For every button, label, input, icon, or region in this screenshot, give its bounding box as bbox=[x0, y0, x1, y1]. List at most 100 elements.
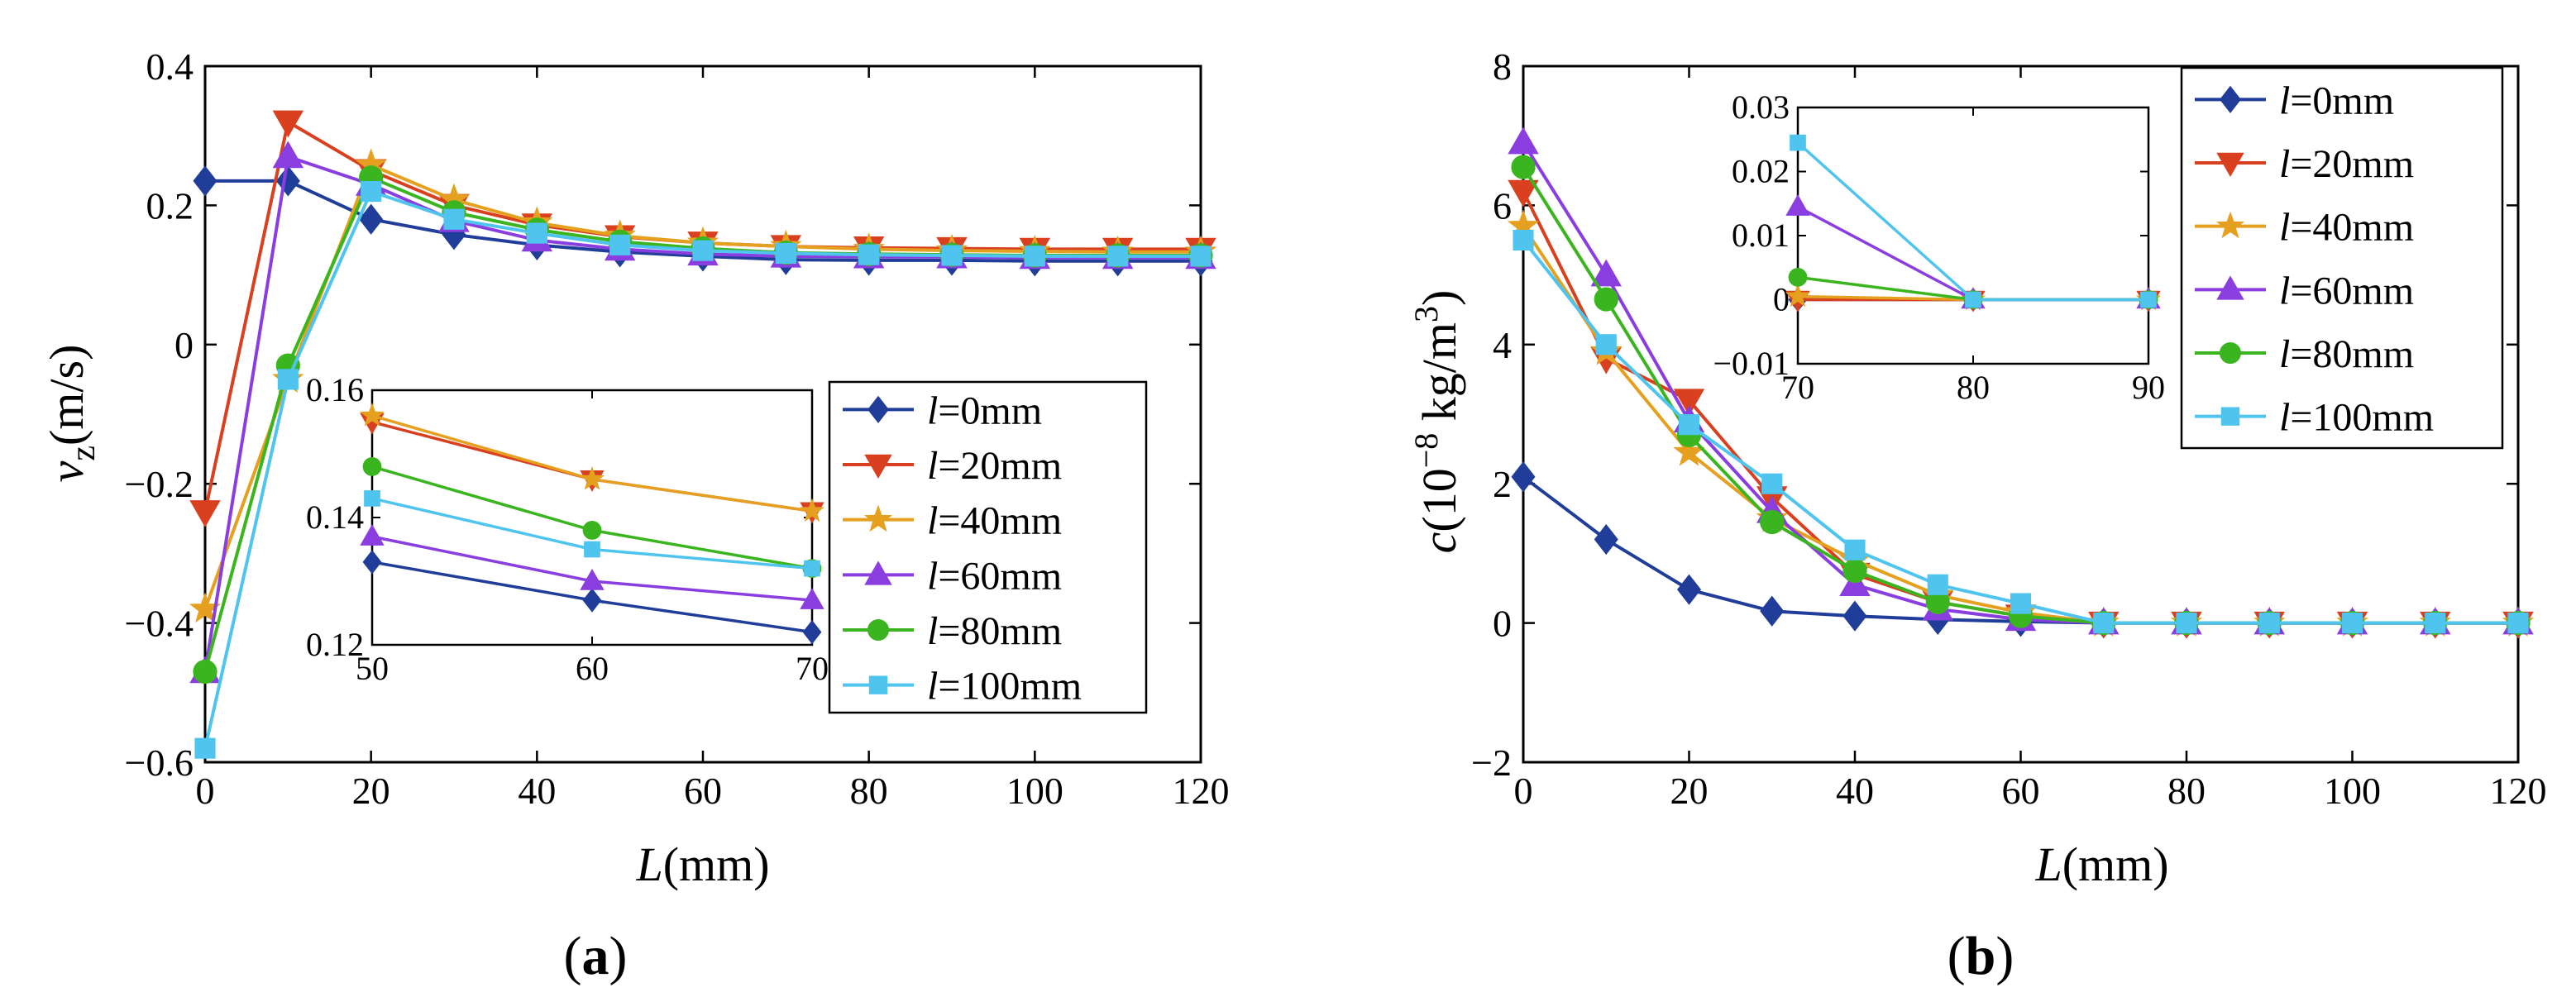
panel-a-y-tick-label: 0.2 bbox=[146, 184, 194, 227]
panel-a-x-tick-label: 20 bbox=[352, 770, 390, 812]
panel-a-inset-y-tick-label: 0.16 bbox=[306, 371, 364, 408]
panel-a-series-point-5 bbox=[1024, 246, 1045, 267]
panel-a-y-axis-label: vz(m/s) bbox=[40, 345, 103, 483]
panel-b-series-point-5 bbox=[1927, 574, 1948, 595]
panel-a-inset-series-point-0 bbox=[362, 550, 382, 575]
panel-b-series-point-5 bbox=[1595, 334, 1617, 355]
panel-a-legend-marker-3 bbox=[864, 561, 892, 585]
panel-b-legend-label-5: l=100mm bbox=[2279, 396, 2434, 440]
panel-a-inset-series-point-4 bbox=[362, 457, 382, 476]
panel-b-inset-plot-frame bbox=[1796, 106, 2150, 365]
panel-b-x-tick-label: 60 bbox=[2002, 770, 2040, 812]
panel-b-label: (b) bbox=[1948, 926, 2014, 986]
panel-b-series-point-4 bbox=[1842, 558, 1867, 584]
panel-a-legend-label-3: l=60mm bbox=[927, 554, 1062, 598]
panel-b-x-tick-label: 120 bbox=[2490, 770, 2547, 812]
panel-b-x-tick-label: 100 bbox=[2324, 770, 2381, 812]
panel-a-legend-box bbox=[828, 380, 1148, 714]
panel-b-series-point-5 bbox=[1678, 414, 1700, 436]
panel-a-series-point-0 bbox=[193, 165, 217, 197]
panel-b-y-tick-label: 6 bbox=[1493, 184, 1512, 227]
panel-a-inset-series-point-0 bbox=[582, 588, 602, 613]
panel-b-series-point-5 bbox=[2010, 593, 2032, 614]
panel-a-legend-marker-0 bbox=[867, 395, 889, 423]
panel-a-y-tick-label: −0.2 bbox=[125, 463, 194, 505]
panel-b-series-point-5 bbox=[1844, 539, 1866, 561]
panel-a-inset-series-point-5 bbox=[364, 490, 380, 507]
panel-b-series-point-3 bbox=[1508, 126, 1539, 155]
panel-b-inset-y-tick-label: 0.03 bbox=[1732, 88, 1790, 126]
panel-a-inset-series-point-5 bbox=[804, 560, 820, 577]
panel-a-series-point-3 bbox=[272, 141, 304, 169]
panel-b-inset-y-tick-label: 0.02 bbox=[1732, 153, 1790, 190]
panel-b-x-tick-label: 20 bbox=[1670, 770, 1709, 812]
panel-b-x-tick-label: 40 bbox=[1836, 770, 1874, 812]
panel-b-legend-marker-3 bbox=[2216, 275, 2244, 300]
panel-a-inset-series-point-2 bbox=[799, 498, 825, 522]
panel-b-series-point-0 bbox=[1842, 600, 1867, 632]
panel-b-inset-y-tick-label: 0.01 bbox=[1732, 217, 1790, 254]
panel-b-series-point-5 bbox=[2176, 613, 2197, 634]
panel-b-series-point-4 bbox=[1511, 155, 1536, 179]
panel-a-series-point-0 bbox=[359, 203, 384, 235]
panel-b-legend-label-0: l=0mm bbox=[2279, 79, 2394, 122]
panel-a-y-tick-label: 0.4 bbox=[146, 45, 194, 88]
panel-a-x-tick-label: 80 bbox=[850, 770, 888, 812]
panel-a-series-point-5 bbox=[858, 244, 880, 265]
panel-b-x-tick-label: 0 bbox=[1514, 770, 1533, 812]
panel-b: (b) L(mm) c(10−8 kg/m3) 0 20 40 60 80 100 120 −… bbox=[1407, 45, 2547, 986]
panel-a-legend-marker-1 bbox=[864, 454, 892, 479]
panel-b-series-point-5 bbox=[1513, 229, 1534, 251]
panel-a-series-point-5 bbox=[194, 737, 216, 759]
panel-a-series-point-5 bbox=[609, 234, 631, 255]
panel-b-legend-marker-4 bbox=[2220, 342, 2241, 364]
panel-b-series-point-5 bbox=[2507, 613, 2529, 634]
panel-a-legend-marker-4 bbox=[867, 619, 889, 641]
panel-a-series-point-5 bbox=[1107, 246, 1129, 267]
panel-b-x-tick-label: 80 bbox=[2167, 770, 2206, 812]
panel-a-legend-marker-2 bbox=[863, 504, 893, 532]
panel-b-inset-series-point-4 bbox=[1788, 267, 1808, 287]
panel-b-series-point-0 bbox=[1594, 523, 1618, 556]
panel-b-inset: 70 80 90 −0.01 0 0.01 0.02 0.03 bbox=[1713, 88, 2165, 406]
panel-b-legend-marker-1 bbox=[2216, 152, 2244, 178]
panel-a-inset-x-tick-label: 50 bbox=[356, 650, 389, 687]
panel-b-inset-x-tick-label: 80 bbox=[1957, 369, 1990, 406]
panel-a-label: (a) bbox=[564, 926, 628, 986]
panel-a-y-tick-label: −0.4 bbox=[125, 603, 194, 645]
panel-a-legend-label-1: l=20mm bbox=[927, 444, 1062, 488]
panel-b-legend-box bbox=[2180, 66, 2504, 450]
panel-b-legend: l=0mm l=20mm l=40mm l=60mm l=80mm l=100mm bbox=[2180, 66, 2504, 450]
panel-a-legend-marker-5 bbox=[868, 675, 888, 694]
panel-a-inset-series-point-3 bbox=[800, 588, 824, 609]
panel-a-legend-label-0: l=0mm bbox=[927, 389, 1042, 432]
panel-b-inset-series-point-5 bbox=[1790, 134, 1806, 151]
panel-a-series-point-5 bbox=[941, 245, 963, 266]
panel-a-inset-series-point-4 bbox=[582, 521, 602, 540]
panel-b-inset-series-point-2 bbox=[1785, 283, 1811, 308]
panel-a-x-tick-label: 100 bbox=[1006, 770, 1063, 812]
panel-a-x-axis-label: L(mm) bbox=[635, 837, 769, 891]
panel-b-legend-marker-2 bbox=[2215, 211, 2245, 239]
panel-a-series-point-5 bbox=[361, 181, 382, 203]
panel-b-x-axis-label: L(mm) bbox=[2034, 837, 2168, 891]
panel-b-series-point-0 bbox=[1760, 595, 1785, 627]
panel-a-legend-label-2: l=40mm bbox=[927, 499, 1062, 543]
panel-b-inset-y-tick-label: −0.01 bbox=[1713, 345, 1790, 382]
panel-a-y-tick-label: −0.6 bbox=[125, 742, 194, 784]
panel-a-x-tick-label: 120 bbox=[1173, 770, 1230, 812]
panel-a: (a) L(mm) vz(m/s) 0 20 40 60 80 100 120 −0.6 −0.… bbox=[40, 45, 1230, 986]
panel-a-inset-series-point-0 bbox=[802, 619, 822, 645]
panel-b-series-point-0 bbox=[1511, 461, 1536, 493]
panel-a-series-point-5 bbox=[1190, 246, 1212, 267]
panel-b-series-point-4 bbox=[1760, 509, 1785, 535]
panel-b-legend-label-4: l=80mm bbox=[2279, 332, 2414, 376]
panel-a-series-point-5 bbox=[443, 208, 465, 230]
panel-b-series-point-3 bbox=[1839, 569, 1871, 597]
panel-a-series-point-5 bbox=[775, 242, 796, 265]
panel-b-inset-series-point-5 bbox=[1965, 291, 1981, 308]
panel-a-inset-series-point-2 bbox=[359, 403, 385, 427]
panel-a-y-tick-label: 0 bbox=[174, 324, 194, 366]
panel-b-y-axis-label: c(10−8 kg/m3) bbox=[1407, 290, 1466, 554]
